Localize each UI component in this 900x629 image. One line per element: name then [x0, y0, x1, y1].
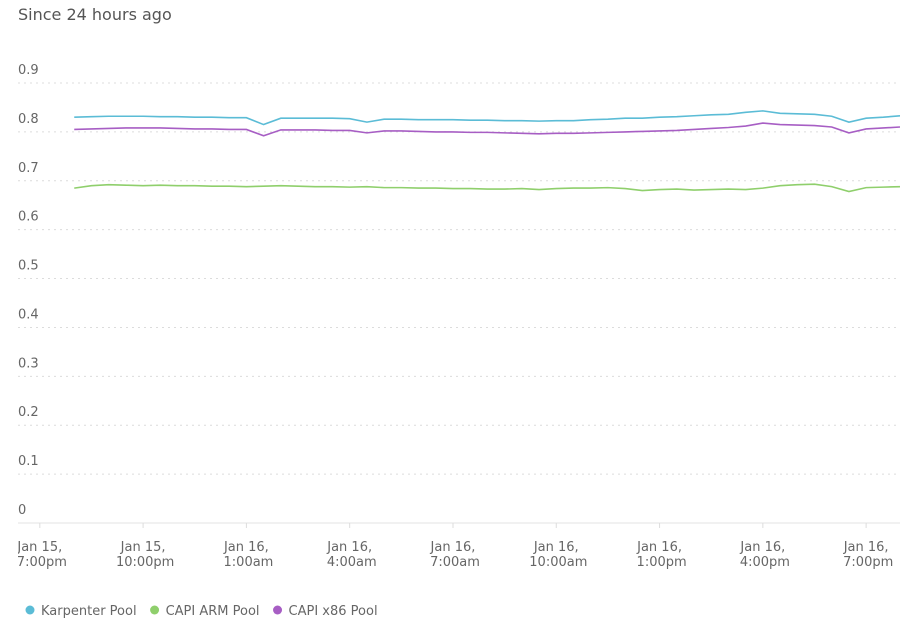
series-line — [74, 122, 900, 137]
x-tick-label: Jan 15, 10:00pm — [112, 540, 175, 570]
y-tick-label: 0.5 — [18, 259, 39, 274]
x-tick-label: Jan 16, 1:00pm — [632, 540, 686, 570]
x-axis: Jan 15, 7:00pm Jan 15, 10:00pm Jan 16, 1:0… — [13, 523, 893, 570]
y-tick-label: 0.2 — [18, 405, 39, 420]
y-tick-label: 0.8 — [18, 112, 39, 127]
y-tick-label: 0.9 — [18, 63, 39, 78]
legend-marker — [273, 605, 283, 615]
x-tick-label: Jan 16, 7:00pm — [839, 540, 893, 570]
x-tick-label: Jan 16, 7:00am — [426, 540, 480, 570]
y-tick-label: 0.6 — [18, 210, 39, 225]
x-tick-label: Jan 16, 4:00am — [323, 540, 377, 570]
legend-marker — [25, 605, 35, 615]
x-tick-label: Jan 16, 10:00am — [525, 540, 587, 570]
legend-marker — [150, 605, 160, 615]
x-tick-label: Jan 16, 4:00pm — [736, 540, 790, 570]
y-tick-label: 0.4 — [18, 307, 39, 322]
x-tick-label: Jan 15, 7:00pm — [13, 540, 67, 570]
y-tick-label: 0.3 — [18, 356, 39, 371]
y-tick-label: 0.1 — [18, 454, 39, 469]
y-tick-label: 0.7 — [18, 161, 39, 176]
x-tick-label: Jan 16, 1:00am — [219, 540, 273, 570]
legend-label: CAPI x86 Pool — [289, 604, 378, 619]
legend-label: CAPI ARM Pool — [166, 604, 260, 619]
legend-label: Karpenter Pool — [41, 604, 137, 619]
y-tick-label: 0 — [18, 503, 26, 518]
chart-title: Since 24 hours ago — [18, 5, 172, 24]
series-line — [74, 110, 900, 126]
series-line — [74, 183, 900, 193]
